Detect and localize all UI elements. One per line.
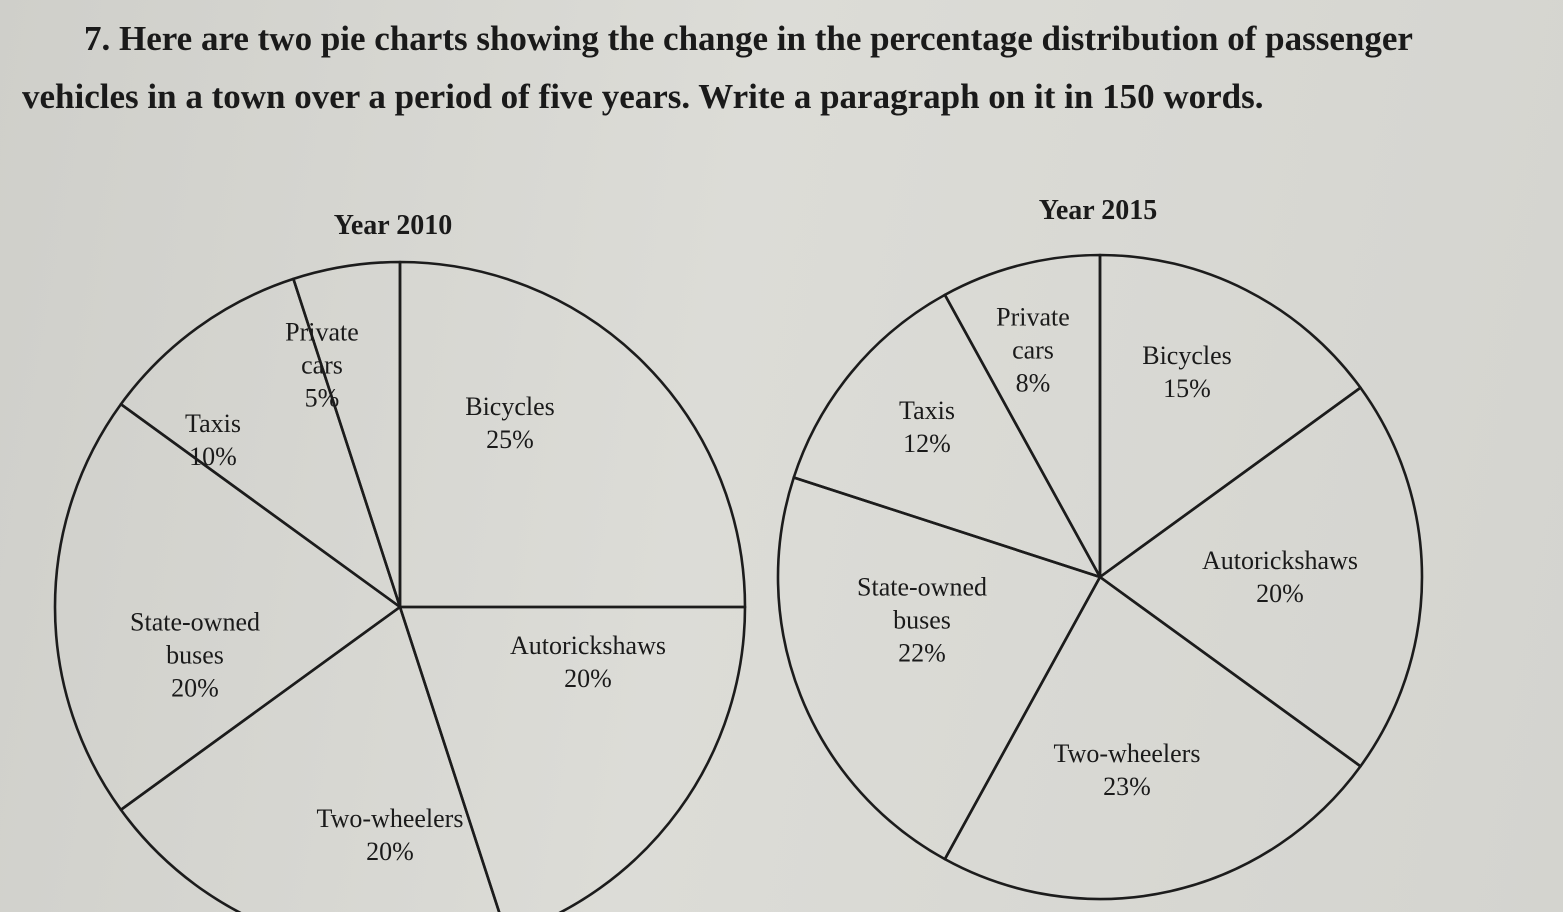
value-label: 20% [564,664,612,693]
pie-slice [1098,386,1424,768]
slice-label: Autorickshaws 20% [1180,544,1380,610]
value-label: 22% [898,638,946,668]
slice-label: Autorickshaws 20% [488,629,688,695]
slice-label: Bicycles 25% [440,390,580,456]
pie-slice [398,260,747,609]
category-label: Private cars [996,302,1070,365]
value-label: 23% [1103,772,1151,801]
pie-slice [1098,253,1362,579]
category-label: Taxis [185,409,241,438]
value-label: 20% [1256,579,1304,608]
pie-slice [53,402,402,812]
value-label: 5% [304,383,340,413]
pie-slice [119,605,501,912]
category-label: Autorickshaws [1202,546,1358,575]
category-label: State-owned buses [130,607,260,670]
slice-label: State-owned buses 20% [110,606,280,705]
category-label: Bicycles [1142,341,1232,370]
category-label: Bicycles [465,392,555,421]
category-label: Two-wheelers [316,804,464,833]
pie-slice [776,476,1102,861]
slice-label: Two-wheelers 20% [290,802,490,868]
slice-label: Taxis 12% [877,394,977,460]
category-label: Taxis [899,396,955,425]
slice-label: Taxis 10% [163,407,263,473]
value-label: 20% [366,837,414,866]
value-label: 8% [1015,368,1051,398]
pie-slice [943,575,1362,901]
pie-slice [792,293,1102,579]
pie-slice [292,260,402,609]
value-label: 12% [903,429,951,458]
pie-slice [119,277,402,609]
value-label: 25% [486,425,534,454]
value-label: 20% [171,673,219,703]
pie-slice [398,605,747,912]
category-label: State-owned buses [857,572,987,635]
chart-title: Year 2015 [1038,195,1158,226]
category-label: Two-wheelers [1053,739,1201,768]
question: 7. Here are two pie charts showing the c… [22,19,1413,116]
value-label: 10% [189,442,237,471]
slice-label: State-owned buses 22% [837,571,1007,670]
pie-slice [943,253,1102,579]
chart-title: Year 2010 [333,210,453,241]
slice-label: Private cars 8% [978,301,1088,400]
category-label: Private cars [285,317,359,380]
slice-label: Private cars 5% [267,316,377,415]
value-label: 15% [1163,374,1211,403]
slice-label: Two-wheelers 23% [1027,737,1227,803]
slice-label: Bicycles 15% [1117,339,1257,405]
category-label: Autorickshaws [510,631,666,660]
